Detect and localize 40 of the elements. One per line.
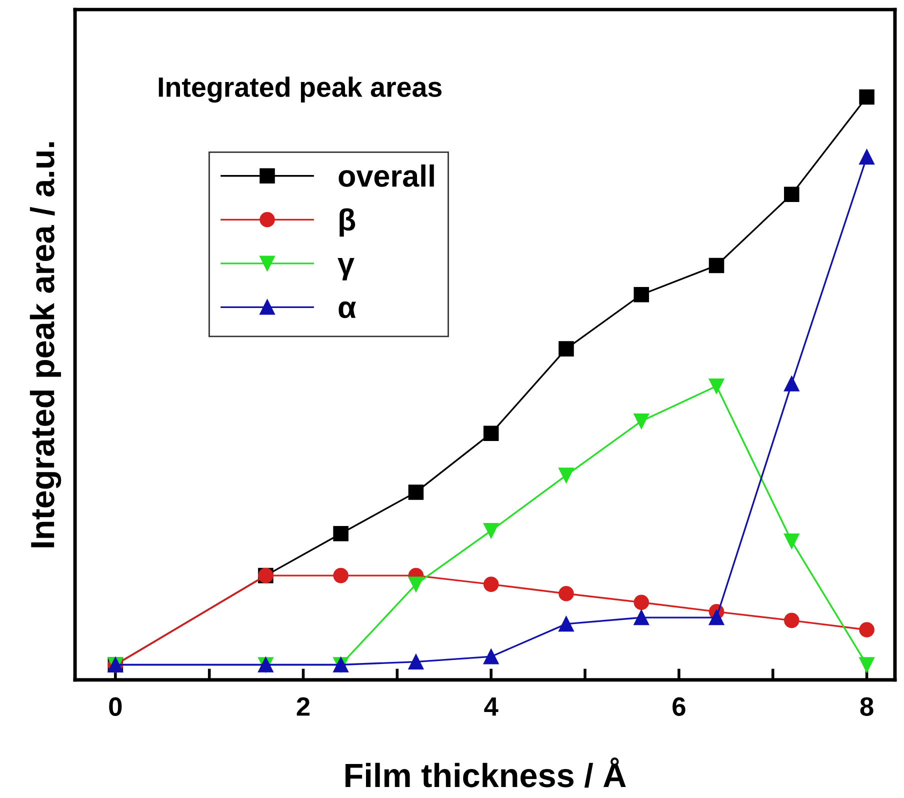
legend-label: γ (338, 258, 354, 280)
point (558, 468, 574, 483)
y-axis-title: Integrated peak area / a.u. (30, 142, 62, 548)
legend-label: β (340, 208, 356, 237)
point (859, 622, 874, 638)
point (784, 376, 800, 392)
x-axis-title: Film thickness / Å (346, 758, 626, 788)
point (333, 526, 348, 542)
point (333, 568, 348, 584)
point (859, 657, 874, 672)
point (558, 341, 574, 356)
point (483, 426, 499, 441)
x-tick-label: 0 (109, 697, 122, 716)
point (634, 413, 650, 429)
legend-label: overall (338, 164, 434, 187)
legend-label: α (338, 301, 356, 318)
point (634, 610, 650, 626)
x-tick-label: 8 (860, 697, 874, 716)
point (784, 186, 800, 202)
point (708, 378, 724, 394)
x-tick-label: 4 (484, 698, 498, 716)
x-tick-label: 2 (296, 697, 310, 716)
x-tick-label: 6 (672, 697, 686, 716)
point (634, 286, 650, 302)
point (408, 576, 424, 592)
point (859, 149, 874, 165)
point (558, 616, 574, 632)
point (483, 523, 499, 538)
point (708, 258, 724, 274)
point (558, 586, 574, 602)
point (859, 89, 874, 105)
point (483, 576, 499, 592)
point (634, 594, 650, 610)
annotation: Integrated peak areas (158, 76, 442, 103)
point (408, 654, 424, 670)
point (483, 648, 499, 664)
point (708, 610, 724, 626)
point (784, 534, 800, 549)
point (408, 484, 424, 500)
point (784, 612, 800, 628)
